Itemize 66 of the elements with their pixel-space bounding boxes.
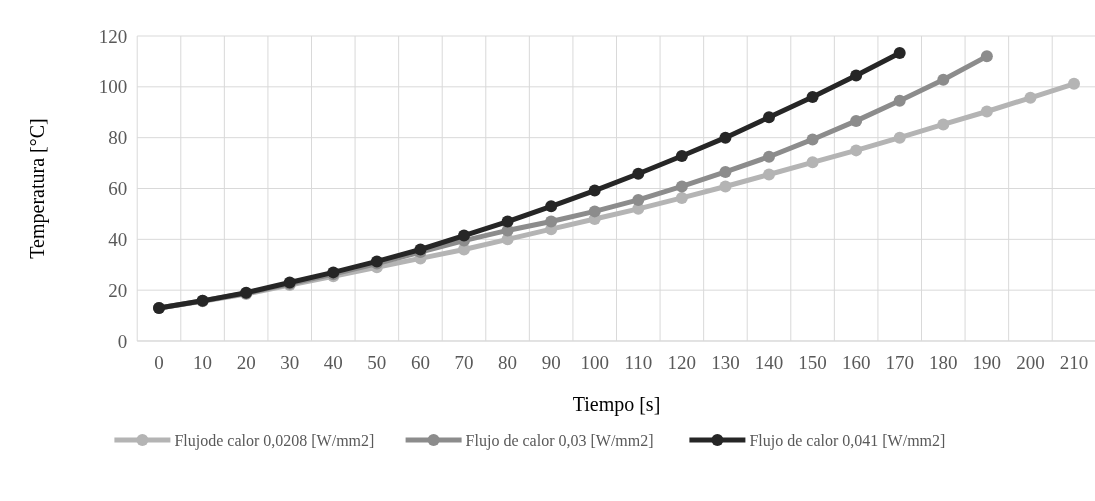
point [675,149,688,162]
y-tick-label: 20 [108,279,128,301]
point [1068,77,1080,90]
point [719,180,732,193]
point [980,50,993,63]
x-tick-label: 100 [580,352,609,373]
point [1024,91,1037,104]
point [501,215,514,228]
point [893,47,906,60]
point [632,193,645,206]
legend-label: Flujo de calor 0,03 [W/mm2] [465,431,654,450]
x-tick-label: 40 [323,352,343,373]
point [632,167,645,180]
y-tick-label: 120 [98,25,128,47]
point [545,200,558,213]
point [763,111,775,124]
x-tick-label: 20 [236,352,256,373]
x-tick-label: 210 [1059,352,1089,373]
point [719,131,732,144]
point [763,150,775,163]
point [850,114,863,127]
x-tick-label: 0 [154,352,164,373]
y-tick-label: 60 [108,178,128,200]
point [545,215,558,228]
x-tick-label: 130 [711,352,740,373]
point [588,184,601,197]
y-tick-label: 80 [108,127,128,149]
point [980,105,993,118]
y-tick-label: 100 [98,76,128,98]
x-tick-label: 90 [541,352,561,373]
point [937,118,950,131]
x-tick-label: 140 [754,352,784,373]
point [850,69,863,82]
point [893,131,906,144]
point [763,168,775,181]
point [806,91,819,103]
y-tick-label: 40 [108,228,128,250]
x-tick-label: 70 [454,352,474,373]
x-tick-label: 160 [841,352,871,373]
x-tick-label: 50 [367,352,387,373]
x-tick-label: 80 [498,352,518,373]
point [675,191,688,204]
legend-label: Flujode calor 0,0208 [W/mm2] [174,431,375,450]
x-tick-label: 120 [667,352,697,373]
point [850,144,863,157]
x-tick-label: 190 [972,352,1002,373]
point [719,165,732,178]
x-tick-label: 30 [280,352,300,373]
y-tick-label: 0 [117,330,128,352]
point [893,94,906,107]
x-tick-label: 110 [624,352,653,373]
x-tick-label: 10 [193,352,213,373]
point [806,156,819,169]
point [806,133,819,146]
point [458,229,470,242]
x-tick-label: 60 [410,352,430,373]
y-axis-title: Temperatura [°C] [26,118,49,259]
legend-label: Flujo de calor 0,041 [W/mm2] [749,431,946,450]
point [937,73,950,86]
point [588,205,601,218]
point [675,180,688,193]
x-tick-label: 200 [1016,352,1045,373]
x-tick-label: 170 [885,352,914,373]
x-tick-label: 150 [798,352,827,373]
x-tick-label: 180 [929,352,958,373]
x-axis-title: Tiempo [s] [572,393,661,416]
